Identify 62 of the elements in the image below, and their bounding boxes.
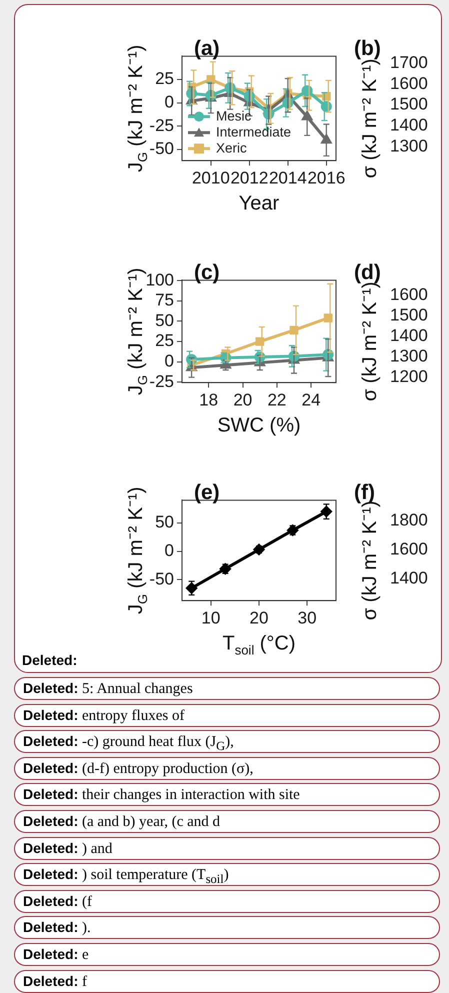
text: Deleted: -c) ground heat flux (J$_{G}$), (23, 733, 234, 754)
y-tick-label: -25 (149, 116, 174, 135)
y2-tick-label: 1600 (390, 285, 428, 304)
y2-tick-label: 1800 (390, 510, 428, 530)
y2-tick-label: 1600 (390, 74, 428, 93)
text: Deleted: (f (23, 892, 92, 910)
y-tick-label: 0 (164, 540, 174, 560)
text: Deleted: (a and b) year, (c and d (23, 813, 220, 830)
x-tick-label: 30 (298, 608, 317, 628)
text: (b) (354, 37, 381, 60)
text: Deleted: entropy fluxes of (23, 706, 184, 724)
y2-tick-label: 1500 (390, 306, 428, 325)
chart-title: (a) (194, 37, 220, 60)
text: Deleted: ). (23, 919, 91, 936)
x-tick-label: 18 (199, 390, 218, 410)
x-tick-label: 2014 (268, 168, 307, 188)
x-tick-label: 2012 (230, 168, 268, 188)
text: Deleted: f (23, 972, 87, 990)
y2-tick-label: 1400 (390, 326, 428, 345)
y-tick-label: -50 (149, 569, 174, 588)
y-tick-label: 50 (155, 310, 174, 330)
text: (d) (354, 261, 381, 284)
chart-title: (c) (194, 261, 220, 284)
x-tick-label: 20 (250, 608, 268, 628)
x-tick-label: 20 (233, 390, 252, 410)
y-tick-label: 0 (164, 92, 174, 112)
y-axis-title: JG (kJ m⁻² K⁻¹) (125, 44, 150, 172)
x-axis-title: SWC (%) (217, 414, 301, 437)
y2-tick-label: 1700 (390, 52, 428, 72)
y2-tick-label: 1300 (390, 346, 428, 366)
y-tick-label: 25 (155, 331, 174, 350)
chart-title: (e) (194, 481, 220, 504)
x-tick-label: 2016 (307, 168, 346, 188)
y2-tick-label: 1400 (390, 568, 428, 588)
y-tick-label: 25 (155, 69, 174, 88)
y2-axis-title: σ (kJ m⁻² K⁻¹) (359, 58, 381, 178)
text: Deleted: e (23, 946, 89, 963)
x-tick-label: 2010 (192, 168, 230, 188)
legend-label: Intermediate (216, 124, 292, 140)
y2-tick-label: 1300 (390, 136, 428, 156)
y-tick-label: -25 (149, 372, 174, 391)
x-tick-label: 10 (201, 608, 220, 628)
text: Deleted: their changes in interaction with site (23, 786, 300, 804)
text: Deleted: 5: Annual changes (23, 680, 193, 697)
x-tick-label: 22 (267, 390, 286, 410)
text: Deleted: (d-f) entropy production (σ), (23, 760, 254, 777)
legend-label: Xeric (216, 140, 248, 156)
y-tick-label: 50 (155, 512, 174, 532)
x-axis-title: Year (238, 192, 280, 215)
y2-tick-label: 1500 (390, 94, 428, 114)
text: Deleted: (22, 652, 78, 668)
y-tick-label: 0 (164, 352, 174, 371)
y-axis-title: JG (kJ m⁻² K⁻¹) (125, 486, 150, 614)
y-tick-label: 75 (155, 290, 174, 310)
y2-tick-label: 1600 (390, 540, 428, 559)
legend-label: Mesic (216, 108, 252, 124)
x-tick-label: 24 (302, 390, 321, 410)
y2-tick-label: 1200 (390, 366, 428, 386)
text: Deleted: ) soil temperature (T$_{soil}$) (23, 866, 229, 886)
text: Deleted: ) and (23, 840, 112, 857)
y2-tick-label: 1400 (390, 115, 428, 134)
y-tick-label: -50 (149, 139, 174, 158)
